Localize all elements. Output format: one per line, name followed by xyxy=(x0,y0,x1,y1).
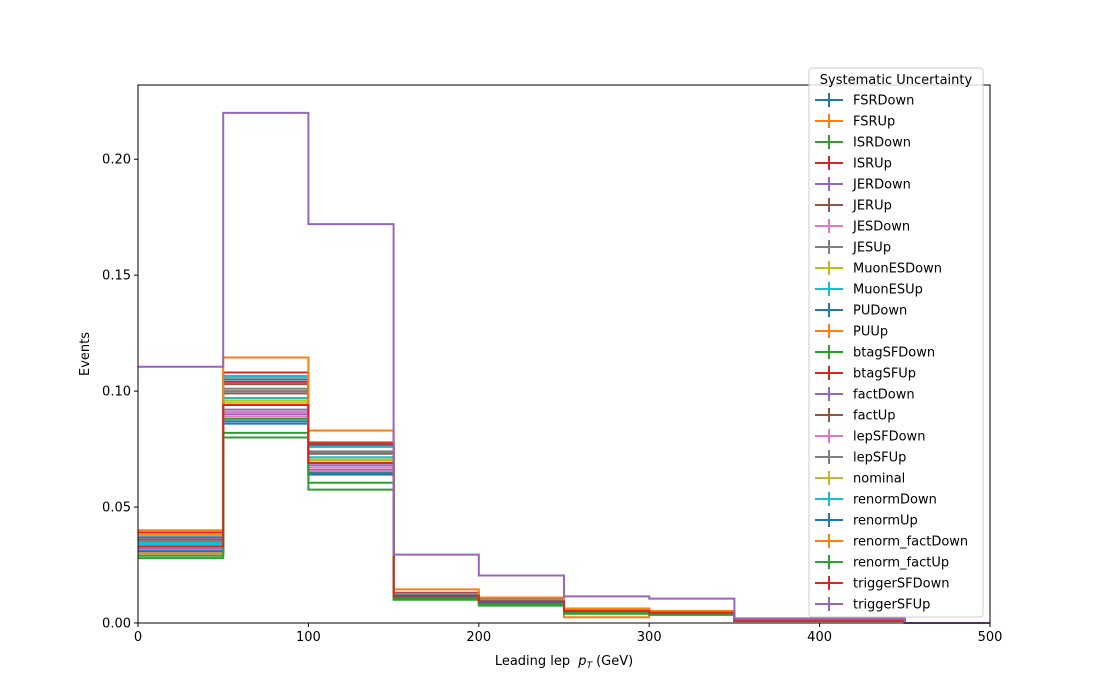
legend-label: PUUp xyxy=(853,325,888,340)
legend-item-FSRDown: FSRDown xyxy=(815,93,914,109)
legend-label: PUDown xyxy=(853,304,907,319)
x-tick-label: 500 xyxy=(978,630,1003,645)
legend-label: triggerSFUp xyxy=(853,598,930,613)
legend-label: renormUp xyxy=(853,514,918,529)
y-tick-label: 0.10 xyxy=(102,385,131,400)
legend-label: FSRUp xyxy=(853,115,895,130)
legend-label: JERUp xyxy=(852,199,892,214)
legend-label: JESDown xyxy=(852,220,910,235)
legend-label: btagSFDown xyxy=(853,346,935,361)
x-axis-label-unit: (GeV) xyxy=(596,654,633,669)
legend-item-renorm_factUp: renorm_factUp xyxy=(815,555,949,571)
legend-label: ISRUp xyxy=(853,157,892,172)
legend-item-renorm_factDown: renorm_factDown xyxy=(815,534,968,550)
x-tick-label: 0 xyxy=(134,630,142,645)
x-axis-label-text: Leading lep xyxy=(495,654,570,669)
series-line-triggerSFUp xyxy=(138,111,990,624)
x-axis: 0 100 200 300 400 500 xyxy=(134,623,1003,645)
series-layer xyxy=(138,111,990,624)
y-axis: 0.00 0.05 0.10 0.15 0.20 xyxy=(102,153,138,632)
y-tick-label: 0.05 xyxy=(102,501,131,516)
legend-label: triggerSFDown xyxy=(853,577,949,592)
legend-item-FSRUp: FSRUp xyxy=(815,114,895,130)
legend-label: MuonESDown xyxy=(853,262,942,277)
legend-label: factUp xyxy=(853,409,896,424)
legend-label: lepSFUp xyxy=(853,451,906,466)
legend-item-JERDown: JERDown xyxy=(815,177,911,193)
y-tick-label: 0.15 xyxy=(102,269,131,284)
legend-label: ISRDown xyxy=(853,136,911,151)
y-tick-label: 0.20 xyxy=(102,153,131,168)
legend-item-JESUp: JESUp xyxy=(815,240,891,256)
legend-item-factDown: factDown xyxy=(815,387,915,403)
legend-label: MuonESUp xyxy=(853,283,923,298)
legend: Systematic Uncertainty FSRDown FSRUp ISRDo… xyxy=(808,67,984,618)
legend-item-factUp: factUp xyxy=(815,408,896,424)
x-tick-label: 300 xyxy=(637,630,662,645)
legend-label: FSRDown xyxy=(853,94,914,109)
x-axis-label: Leading lep pT (GeV) xyxy=(495,654,633,671)
x-tick-label: 400 xyxy=(807,630,832,645)
legend-box xyxy=(808,67,984,618)
x-axis-label-sub: T xyxy=(587,661,594,671)
legend-label: JERDown xyxy=(852,178,911,193)
legend-item-triggerSFDown: triggerSFDown xyxy=(815,576,949,592)
legend-item-lepSFUp: lepSFUp xyxy=(815,450,906,466)
legend-items: FSRDown FSRUp ISRDown ISRUp JERDown JERUp JESD… xyxy=(815,93,968,613)
legend-label: factDown xyxy=(853,388,915,403)
legend-item-MuonESDown: MuonESDown xyxy=(815,261,942,277)
x-tick-label: 200 xyxy=(466,630,491,645)
legend-item-PUDown: PUDown xyxy=(815,303,907,319)
x-tick-label: 100 xyxy=(296,630,321,645)
legend-label: renorm_factUp xyxy=(853,556,949,571)
legend-item-lepSFDown: lepSFDown xyxy=(815,429,925,445)
x-axis-label-var: p xyxy=(577,654,586,669)
legend-item-ISRDown: ISRDown xyxy=(815,135,911,151)
legend-item-btagSFUp: btagSFUp xyxy=(815,366,916,382)
legend-label: renormDown xyxy=(853,493,937,508)
legend-item-JESDown: JESDown xyxy=(815,219,910,235)
legend-item-ISRUp: ISRUp xyxy=(815,156,892,172)
y-axis-label: Events xyxy=(78,332,93,376)
legend-title: Systematic Uncertainty xyxy=(820,73,973,88)
legend-item-JERUp: JERUp xyxy=(815,198,892,214)
legend-item-renormUp: renormUp xyxy=(815,513,918,529)
legend-item-MuonESUp: MuonESUp xyxy=(815,282,923,298)
legend-label: JESUp xyxy=(852,241,891,256)
legend-item-triggerSFUp: triggerSFUp xyxy=(815,597,930,613)
legend-item-renormDown: renormDown xyxy=(815,492,937,508)
legend-label: renorm_factDown xyxy=(853,535,968,550)
legend-item-btagSFDown: btagSFDown xyxy=(815,345,935,361)
legend-item-PUUp: PUUp xyxy=(815,324,888,340)
legend-label: btagSFUp xyxy=(853,367,916,382)
legend-label: nominal xyxy=(853,472,905,487)
plot-frame xyxy=(137,84,991,624)
legend-label: lepSFDown xyxy=(853,430,925,445)
series-line-triggerSFDown xyxy=(138,404,990,624)
legend-item-nominal: nominal xyxy=(815,471,905,487)
y-tick-label: 0.00 xyxy=(102,617,131,632)
